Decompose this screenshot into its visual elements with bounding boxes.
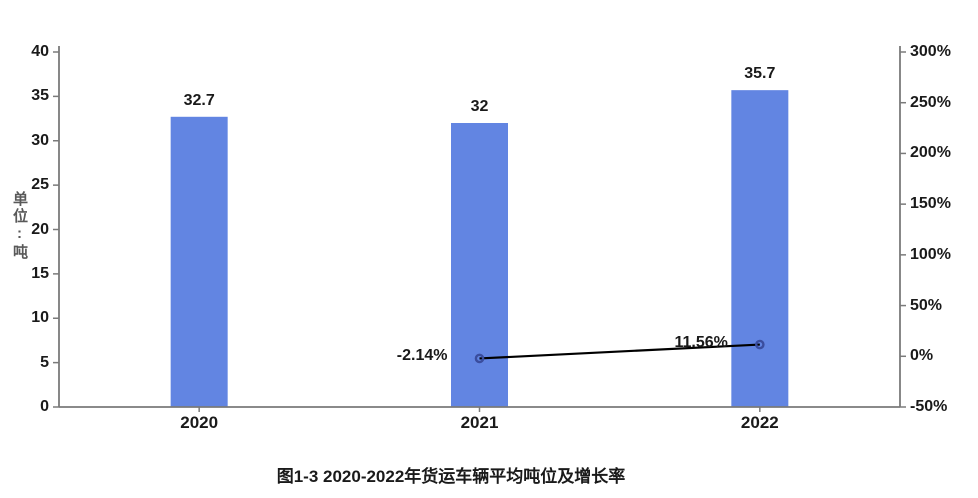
left-axis-tick-label: 40 (31, 43, 49, 60)
bar-value-label-2022: 35.7 (744, 65, 776, 83)
right-axis-tick-label: 50% (910, 296, 943, 314)
left-axis-tick-label: 15 (31, 264, 49, 282)
growth-line (479, 343, 760, 360)
line-marker-2022 (755, 339, 765, 350)
line-value-label-2022: 11.56% (674, 333, 728, 351)
right-axis-tick-label: 300% (910, 43, 951, 60)
left-axis-tick-label: 30 (31, 131, 49, 149)
bar-value-label-2020: 32.7 (183, 91, 215, 109)
category-label-2021: 2021 (460, 413, 499, 432)
right-axis-tick-label: -50% (910, 398, 948, 415)
left-axis-tick-label: 35 (31, 87, 49, 105)
line-marker-2021 (474, 353, 485, 364)
bar-2020 (170, 116, 228, 407)
right-axis-tick-label: 150% (910, 195, 951, 213)
right-axis-tick-label: 100% (910, 245, 951, 263)
right-axis-tick-label: 0% (910, 347, 934, 365)
right-axis-tick-label: 250% (910, 93, 951, 111)
bar-2021 (451, 123, 508, 407)
figure-caption: 图1-3 2020-2022年货运车辆平均吨位及增长率 (276, 467, 626, 486)
left-axis-tick-label: 20 (31, 220, 49, 238)
left-axis-tick-label: 0 (40, 398, 49, 415)
left-axis-tick-label: 5 (40, 353, 49, 371)
bar-value-label-2021: 32 (470, 98, 489, 115)
category-label-2020: 2020 (180, 413, 219, 432)
right-axis-tick-label: 200% (910, 144, 951, 162)
left-axis-title: 单位:吨 (11, 191, 28, 261)
category-label-2022: 2022 (740, 413, 779, 432)
bar-2022 (731, 90, 789, 407)
left-axis-tick-label: 10 (31, 309, 49, 327)
line-value-label-2021: -2.14% (396, 347, 448, 365)
left-axis-tick-label: 25 (31, 176, 49, 194)
